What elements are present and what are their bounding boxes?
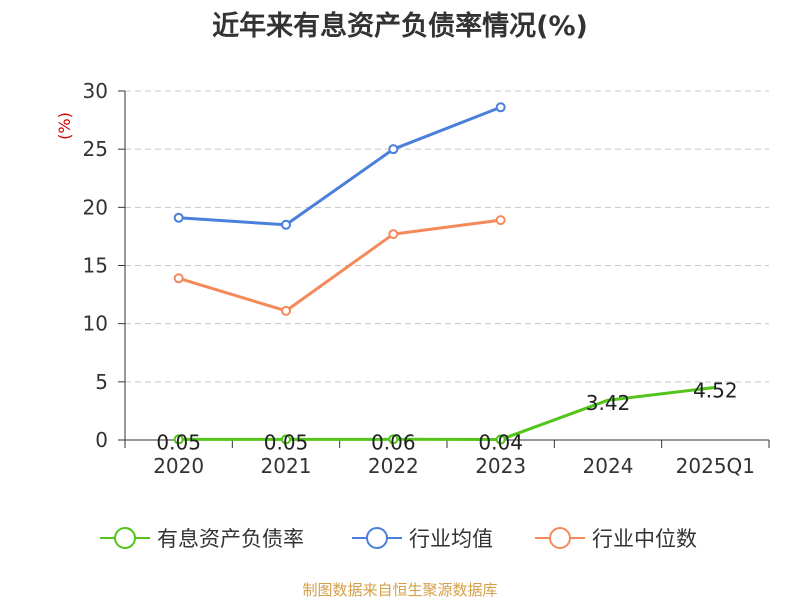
y-tick-label: 25: [83, 137, 108, 161]
data-point: [281, 305, 291, 316]
data-point: [173, 273, 184, 284]
series-line: [178, 218, 501, 313]
x-tick-label: 2022: [368, 454, 419, 478]
x-tick-label: 2020: [153, 454, 204, 478]
data-point: [388, 144, 399, 155]
data-point: [495, 434, 506, 445]
data-point: [495, 102, 506, 113]
x-tick-label: 2025Q1: [676, 454, 755, 478]
data-label: 0.06: [371, 430, 416, 454]
legend-label: 行业均值: [409, 527, 493, 551]
y-tick-label: 5: [95, 370, 108, 394]
chart-title: 近年来有息资产负债率情况(%): [212, 11, 588, 42]
data-point: [173, 212, 184, 223]
data-label: 0.04: [478, 431, 523, 455]
data-point: [281, 434, 291, 445]
data-point: [495, 215, 506, 226]
x-tick-label: 2023: [475, 454, 526, 478]
y-tick-label: 15: [83, 254, 108, 278]
legend-swatch-marker: [549, 527, 571, 549]
data-label: 4.52: [693, 378, 738, 402]
legend-label: 行业中位数: [592, 527, 697, 551]
legend-swatch-marker: [366, 527, 388, 549]
source-note: 制图数据来自恒生聚源数据库: [302, 581, 498, 599]
y-tick-label: 0: [95, 428, 108, 452]
x-tick-label: 2021: [261, 454, 312, 478]
series-line: [178, 385, 716, 442]
data-point: [388, 229, 399, 240]
series-line: [178, 105, 502, 227]
data-label: 3.42: [586, 391, 631, 415]
x-tick-label: 2024: [583, 454, 634, 478]
y-axis-label: (%): [55, 112, 74, 140]
y-tick-label: 10: [83, 312, 108, 336]
data-label: 0.05: [264, 430, 309, 454]
legend-label: 有息资产负债率: [157, 527, 304, 551]
y-tick-label: 30: [83, 79, 108, 103]
data-label: 0.05: [156, 430, 201, 454]
legend-swatch-marker: [114, 527, 136, 549]
y-tick-label: 20: [83, 195, 108, 219]
data-point: [281, 219, 291, 230]
data-point: [388, 434, 399, 445]
data-point: [173, 434, 184, 445]
